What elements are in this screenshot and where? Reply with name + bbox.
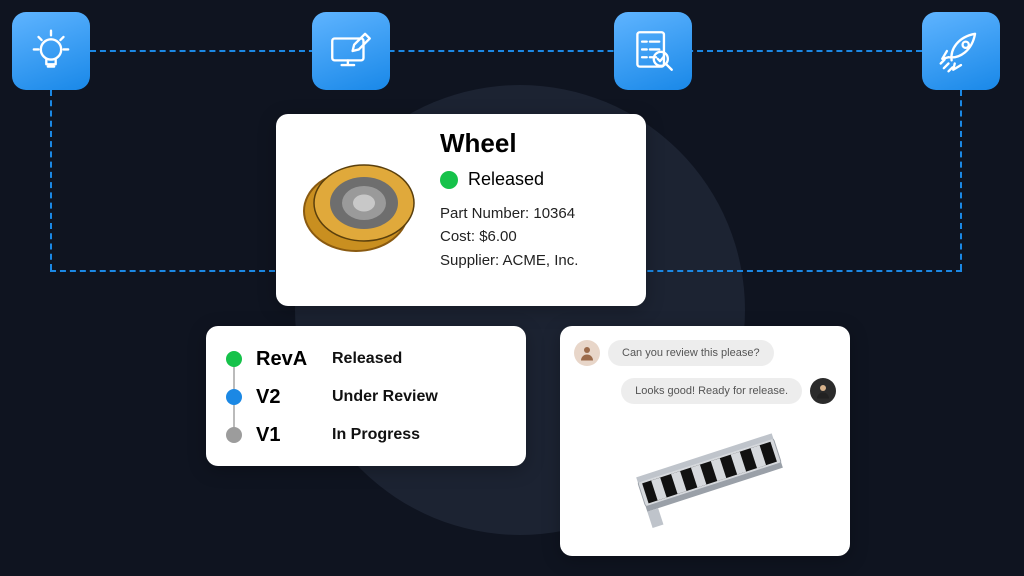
part-info: Wheel Released Part Number: 10364 Cost: … [440, 128, 628, 292]
flow-connector-left-drop [50, 90, 52, 270]
lightbulb-icon [26, 26, 76, 76]
part-number-row: Part Number: 10364 [440, 202, 628, 225]
status-dot-icon [440, 171, 458, 189]
avatar[interactable] [574, 340, 600, 366]
revision-row[interactable]: V1 In Progress [226, 416, 506, 454]
revisions-card: RevA Released V2 Under Review V1 In Prog… [206, 326, 526, 466]
flow-node-review[interactable] [614, 12, 692, 90]
flow-connector-top [90, 50, 922, 52]
revision-name: V2 [256, 386, 318, 409]
part-status-label: Released [468, 169, 544, 190]
flow-node-launch[interactable] [922, 12, 1000, 90]
chat-message: Can you review this please? [574, 340, 836, 366]
chat-attachment-image[interactable] [574, 416, 836, 531]
part-title: Wheel [440, 128, 628, 159]
chat-bubble: Looks good! Ready for release. [621, 378, 802, 404]
revision-row[interactable]: V2 Under Review [226, 378, 506, 416]
revision-row[interactable]: RevA Released [226, 340, 506, 378]
person-icon [814, 382, 832, 400]
status-dot-icon [226, 351, 242, 367]
flow-connector-right-drop [960, 90, 962, 270]
part-supplier-row: Supplier: ACME, Inc. [440, 249, 628, 272]
part-cost-row: Cost: $6.00 [440, 225, 628, 248]
flow-node-design[interactable] [312, 12, 390, 90]
status-dot-icon [226, 427, 242, 443]
monitor-pencil-icon [326, 26, 376, 76]
rocket-icon [936, 26, 986, 76]
checklist-magnifier-icon [628, 26, 678, 76]
person-icon [578, 344, 596, 362]
revision-name: RevA [256, 348, 318, 371]
flow-node-idea[interactable] [12, 12, 90, 90]
revision-status: Under Review [332, 388, 438, 406]
revision-status: In Progress [332, 426, 420, 444]
chat-message: Looks good! Ready for release. [574, 378, 836, 404]
chat-card: Can you review this please? Looks good! … [560, 326, 850, 556]
chat-bubble: Can you review this please? [608, 340, 774, 366]
revision-name: V1 [256, 424, 318, 447]
part-status: Released [440, 169, 628, 190]
part-image [294, 128, 424, 288]
revision-status: Released [332, 350, 402, 368]
part-detail-card: Wheel Released Part Number: 10364 Cost: … [276, 114, 646, 306]
status-dot-icon [226, 389, 242, 405]
avatar[interactable] [810, 378, 836, 404]
